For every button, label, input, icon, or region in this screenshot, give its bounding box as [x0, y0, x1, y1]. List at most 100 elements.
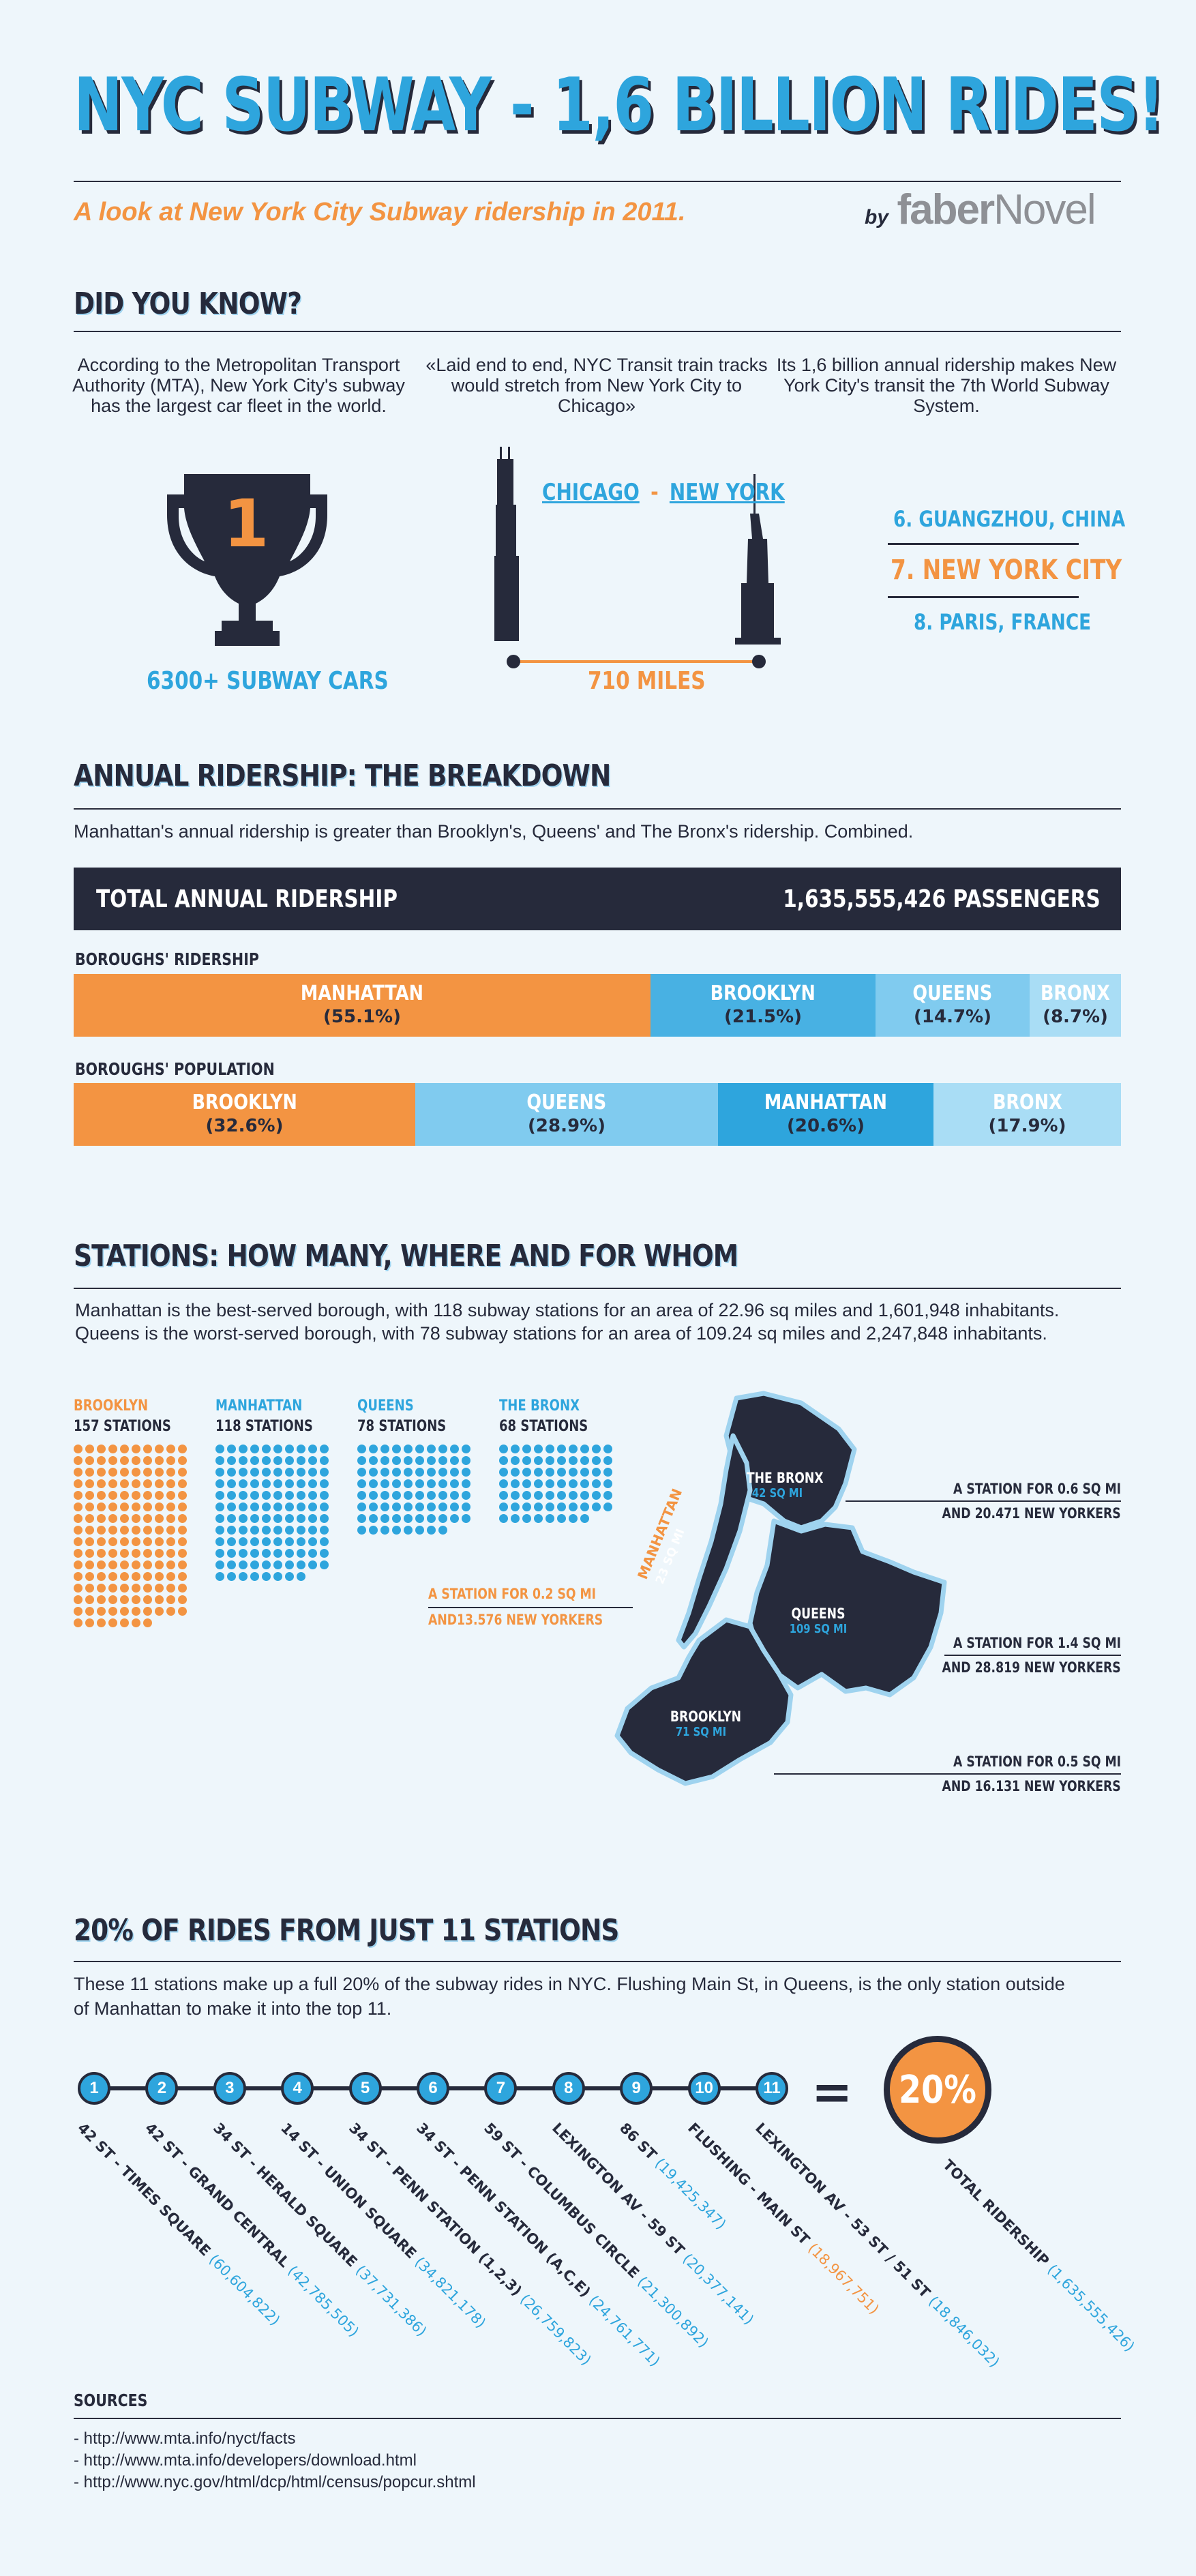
station-dot [166, 1560, 175, 1569]
station-dot [273, 1572, 282, 1581]
station-dot [522, 1502, 531, 1511]
station-dot [74, 1502, 83, 1511]
station-dot [499, 1468, 508, 1477]
station-dot [239, 1445, 248, 1453]
station-dot [132, 1526, 140, 1535]
station-label: 34 ST - PENN STATION (1,2,3) (26,759,823… [346, 2120, 595, 2369]
station-dot [357, 1479, 366, 1488]
station-dot [262, 1537, 271, 1546]
station-dot [450, 1456, 459, 1465]
callout-brooklyn-1: A STATION FOR 0.5 SQ MI [953, 1753, 1121, 1770]
station-dot [511, 1502, 520, 1511]
station-dot [85, 1595, 94, 1604]
station-dot [108, 1456, 117, 1465]
station-dot [569, 1456, 578, 1465]
ridership-share-bar: MANHATTAN (55.1%) BROOKLYN (21.5%) QUEENS (14… [74, 974, 1121, 1037]
station-dot [132, 1537, 140, 1546]
station-dot [155, 1456, 164, 1465]
station-dot [166, 1502, 175, 1511]
station-dot [404, 1456, 413, 1465]
station-dot [499, 1445, 508, 1453]
segment-name: MANHATTAN [300, 981, 424, 1005]
station-dot [250, 1537, 259, 1546]
station-ridership: (18,967,751) [804, 2240, 882, 2318]
station-dot [415, 1479, 424, 1488]
station-dot [178, 1584, 187, 1593]
dot-chart-station-count: 157 STATIONS [74, 1418, 171, 1435]
station-dot [569, 1479, 578, 1488]
station-dot [392, 1514, 401, 1523]
station-dot [166, 1479, 175, 1488]
station-dot [273, 1468, 282, 1477]
station-dot [215, 1549, 224, 1558]
station-dot [380, 1514, 389, 1523]
station-dot [297, 1445, 305, 1453]
station-dot [239, 1502, 248, 1511]
station-dot [415, 1514, 424, 1523]
station-dot [285, 1479, 294, 1488]
station-dot [534, 1502, 543, 1511]
boroughs-ridership-label: BOROUGHS' RIDERSHIP [75, 949, 259, 969]
divider [74, 331, 1121, 332]
station-dot [215, 1445, 224, 1453]
station-dot [262, 1514, 271, 1523]
station-dot [132, 1572, 140, 1581]
station-dot [592, 1479, 601, 1488]
station-dot [297, 1491, 305, 1500]
nyc-borough-map [614, 1391, 947, 1786]
station-dot [178, 1526, 187, 1535]
station-dot [143, 1445, 152, 1453]
station-dot [143, 1491, 152, 1500]
station-dot [380, 1491, 389, 1500]
station-rank-circle: 1 [78, 2072, 110, 2105]
station-dot [262, 1491, 271, 1500]
station-dot [227, 1445, 236, 1453]
station-dot [438, 1491, 447, 1500]
station-dot [380, 1456, 389, 1465]
source-link[interactable]: - http://www.mta.info/nyct/facts [74, 2429, 296, 2448]
station-dot [74, 1491, 83, 1500]
map-label-queens: QUEENS 109 SQ MI [781, 1605, 856, 1636]
station-dot [250, 1560, 259, 1569]
station-dot [499, 1502, 508, 1511]
divider [74, 1288, 1121, 1289]
ridership-intro: Manhattan's annual ridership is greater … [74, 821, 914, 842]
station-dot [155, 1479, 164, 1488]
station-dot [438, 1445, 447, 1453]
station-dot [320, 1537, 329, 1546]
rank-7: 7. NEW YORK CITY [891, 554, 1122, 586]
station-dot [166, 1537, 175, 1546]
station-dot [74, 1584, 83, 1593]
rank-divider [888, 543, 1079, 545]
station-dot [534, 1491, 543, 1500]
segment-name: QUEENS [912, 981, 993, 1005]
station-ridership: (34,821,178) [411, 2253, 490, 2332]
station-dot [462, 1468, 470, 1477]
station-dot [108, 1595, 117, 1604]
station-dot [320, 1502, 329, 1511]
station-dot [580, 1445, 589, 1453]
station-ridership: (24,761,771) [585, 2292, 663, 2370]
station-dot [285, 1572, 294, 1581]
station-dot [462, 1456, 470, 1465]
segment-percent: (32.6%) [205, 1116, 284, 1136]
station-dot [97, 1607, 106, 1616]
station-dot [534, 1468, 543, 1477]
station-dot [320, 1514, 329, 1523]
station-dot [155, 1468, 164, 1477]
station-dot [262, 1560, 271, 1569]
station-dot [155, 1526, 164, 1535]
source-link[interactable]: - http://www.nyc.gov/html/dcp/html/censu… [74, 2473, 476, 2491]
station-dot [178, 1514, 187, 1523]
bronx-area: 42 SQ MI [751, 1486, 803, 1500]
station-rank-circle: 10 [687, 2072, 721, 2105]
station-label: LEXINGTON AV - 53 ST / 51 ST (18,846,032… [752, 2120, 1003, 2371]
station-dot [320, 1445, 329, 1453]
station-dot [427, 1526, 436, 1535]
station-dot [285, 1502, 294, 1511]
source-link[interactable]: - http://www.mta.info/developers/downloa… [74, 2451, 417, 2470]
section-title-stations: STATIONS: HOW MANY, WHERE AND FOR WHOM [74, 1239, 738, 1273]
station-name: LEXINGTON AV - 59 ST [548, 2120, 688, 2259]
station-dot [85, 1549, 94, 1558]
station-dot [74, 1618, 83, 1627]
